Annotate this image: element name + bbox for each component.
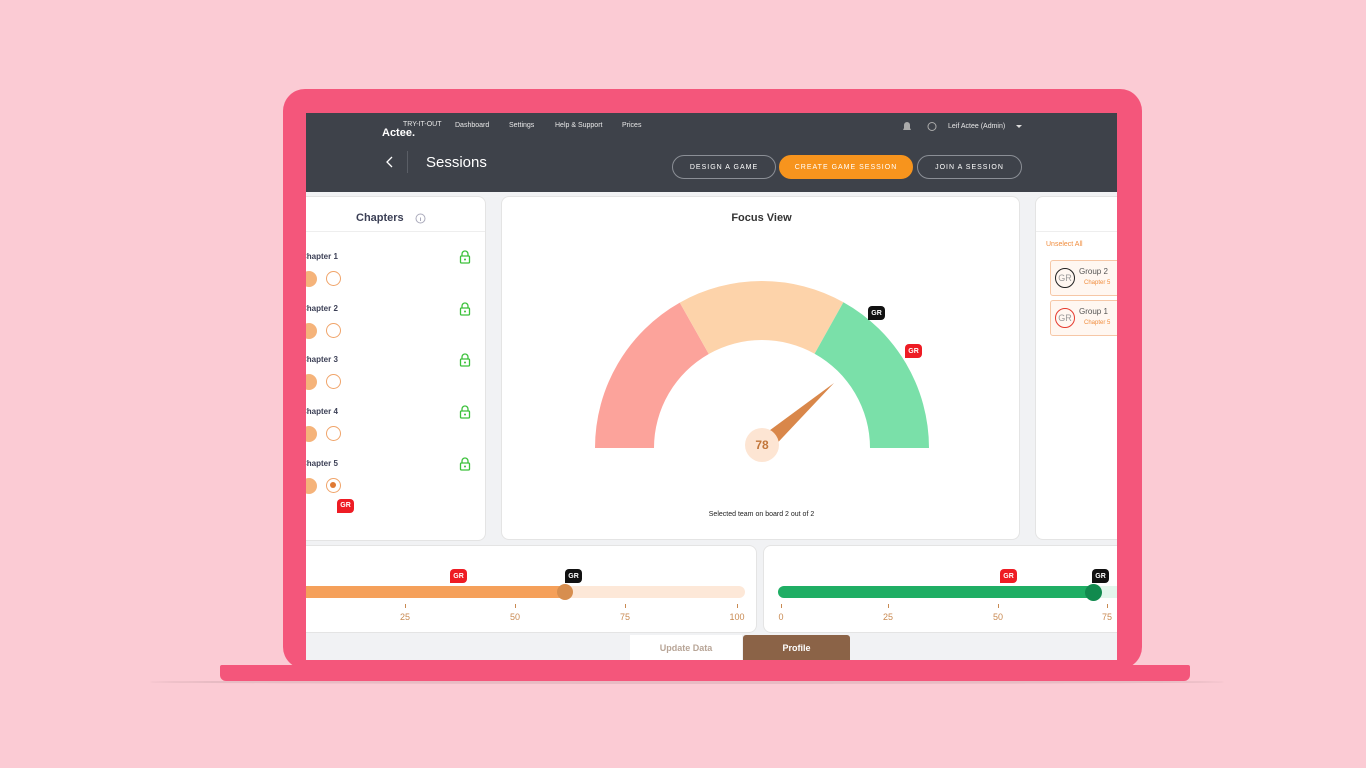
back-arrow[interactable] [384, 155, 396, 169]
chapters-panel: Chapters Chapter 1 Chapter 2 Chapter 3 Chap… [306, 196, 486, 541]
team-badge[interactable]: GR [1000, 569, 1017, 583]
gauge-green [814, 302, 929, 448]
gauge-peach [679, 280, 844, 354]
header: TRY-IT-OUT Actee. Dashboard Settings Help … [306, 113, 1117, 192]
icons [903, 122, 937, 131]
lock-icon[interactable] [459, 250, 471, 264]
divider [1036, 231, 1117, 232]
group-avatar: GR [1055, 268, 1075, 288]
tick-mark [737, 604, 738, 608]
done-check[interactable] [306, 271, 317, 287]
slider-handle[interactable] [1085, 584, 1102, 601]
radio[interactable] [326, 322, 341, 338]
join-button[interactable]: JOIN A SESSION [917, 155, 1022, 179]
radio[interactable] [326, 426, 341, 442]
slider-panel: GR GR 0 25 50 75 [763, 545, 1117, 633]
group-card[interactable]: GR Group 1 Chapter 5 [1050, 300, 1117, 336]
groups-panel: Unselect All GR Group 2 Chapter 5 GR Group 1… [1035, 196, 1117, 540]
nav-link[interactable]: Help & Support [555, 122, 603, 129]
update-tab[interactable]: Update Data [630, 635, 742, 660]
slider-fill [306, 586, 565, 598]
score: 78 [755, 438, 769, 452]
group-name: Group 2 [1079, 267, 1108, 276]
chapter-label[interactable]: Chapter 4 [306, 407, 338, 417]
profile-tab[interactable]: Profile [743, 635, 850, 660]
tick-label: 75 [619, 612, 631, 622]
tick-label: 0 [778, 612, 784, 622]
divider [407, 151, 408, 173]
group-chapter: Chapter 5 [1084, 280, 1111, 286]
lock-icon[interactable] [459, 353, 471, 368]
tick-label: 25 [399, 612, 411, 622]
team-badge[interactable]: GR [565, 569, 582, 583]
bell-icon[interactable] [903, 122, 911, 130]
team-badge[interactable]: GR [868, 306, 885, 320]
unselect-all[interactable]: Unselect All [1046, 241, 1083, 248]
team-badge[interactable]: GR [905, 344, 922, 358]
tick-mark [781, 604, 782, 608]
focus-panel: Focus View 78 GR GR Selected team on boa… [501, 196, 1020, 540]
tick-mark [405, 604, 406, 608]
tick-mark [1107, 604, 1108, 608]
slider-panel: GR GR 25 50 75 100 [306, 545, 757, 633]
radio[interactable] [326, 374, 341, 390]
tick-label: 50 [992, 612, 1004, 622]
group-chapter: Chapter 5 [1084, 320, 1111, 326]
group-name: Group 1 [1079, 307, 1108, 316]
chapter-label[interactable]: Chapter 5 [306, 458, 338, 468]
done-check[interactable] [306, 426, 317, 443]
team-badge[interactable]: GR [1092, 569, 1109, 583]
tick-label: 100 [729, 612, 745, 622]
design-button[interactable]: DESIGN A GAME [672, 155, 776, 179]
focus-title: Focus View [731, 212, 792, 224]
radio[interactable] [326, 477, 341, 493]
focus-caption: Selected team on board 2 out of 2 [708, 511, 815, 518]
team-badge[interactable]: GR [450, 569, 467, 583]
chapter-label[interactable]: Chapter 3 [306, 355, 338, 365]
slider-handle[interactable] [557, 584, 573, 600]
team-badge[interactable]: GR [337, 498, 354, 513]
score-circle [745, 428, 779, 462]
done-check[interactable] [306, 477, 317, 494]
tick-mark [998, 604, 999, 608]
nav-link[interactable]: Dashboard [455, 122, 490, 129]
tagline: TRY-IT-OUT [403, 121, 442, 128]
chapter-label[interactable]: Chapter 1 [306, 252, 338, 261]
brand[interactable]: Actee. [382, 127, 416, 139]
group-card[interactable]: GR Group 2 Chapter 5 [1050, 260, 1117, 296]
page-title: Sessions [426, 154, 487, 171]
lock-icon[interactable] [459, 405, 471, 419]
tick-mark [888, 604, 889, 608]
nav-link[interactable]: Settings [509, 122, 535, 129]
create-button[interactable]: CREATE GAME SESSION [779, 155, 913, 179]
globe-icon[interactable] [927, 122, 937, 131]
gauge-red [595, 302, 709, 448]
info-icon[interactable] [415, 213, 426, 224]
shadow [150, 680, 1224, 684]
done-check[interactable] [306, 322, 317, 339]
needle [758, 383, 834, 454]
chapters-title: Chapters [356, 212, 404, 224]
lock-icon[interactable] [459, 302, 471, 316]
divider [306, 231, 485, 232]
done-check[interactable] [306, 374, 317, 391]
radio[interactable] [326, 271, 341, 286]
lock-icon[interactable] [459, 457, 471, 471]
caret [1016, 125, 1022, 128]
nav-link[interactable]: Prices [622, 122, 642, 129]
chapter-label[interactable]: Chapter 2 [306, 303, 338, 313]
tick-label: 50 [509, 612, 521, 622]
user-menu[interactable]: Leif Actee (Admin) [948, 123, 1006, 130]
tick-label: 75 [1101, 612, 1113, 622]
laptop-base [220, 665, 1190, 681]
slider-fill [778, 586, 1094, 598]
gauge [595, 280, 929, 462]
screen: TRY-IT-OUT Actee. Dashboard Settings Help … [306, 113, 1117, 660]
group-avatar: GR [1055, 308, 1075, 328]
tick-mark [625, 604, 626, 608]
tick-label: 25 [882, 612, 894, 622]
tick-mark [515, 604, 516, 608]
